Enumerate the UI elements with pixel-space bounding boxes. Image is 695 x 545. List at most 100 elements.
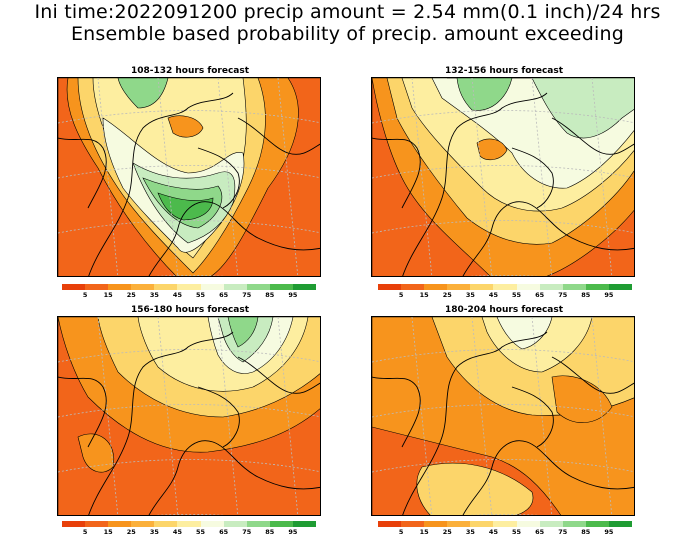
coastline-border [372,376,421,448]
colorbar-swatch [154,521,178,527]
longitude-gridline [157,317,179,515]
colorbar-swatch [62,284,86,290]
longitude-gridline [411,317,433,515]
colorbar-swatch [292,521,317,527]
colorbar-swatches [378,284,633,290]
forecast-map-2 [371,77,635,277]
coastline-border [88,331,234,515]
colorbar-tick-label: 95 [604,291,614,299]
colorbar-tick-label: 15 [419,528,429,536]
colorbar-swatch [401,284,425,290]
colorbar-swatch [223,284,247,290]
latitude-gridline [372,220,634,234]
latitude-gridline [58,459,320,473]
colorbar-swatch [292,284,317,290]
coastline-border [402,92,548,276]
coastline-border [511,386,554,448]
longitude-gridline [591,78,613,276]
colorbar-swatch [424,521,448,527]
colorbar-tick-label: 5 [398,528,404,536]
colorbar-tick-label: 75 [558,528,568,536]
coastline-border [237,356,320,394]
colorbar-tick-label: 65 [535,528,545,536]
longitude-gridline [471,317,493,515]
colorbar-swatch [154,284,178,290]
latitude-gridline [372,110,634,124]
colorbar-swatch [223,521,247,527]
colorbar-tick-label: 45 [488,528,498,536]
coastline-border [197,147,240,209]
latitude-gridline [372,165,634,179]
colorbar-tick-label: 25 [442,528,452,536]
probability-contour [416,462,534,515]
latitude-gridline [58,165,320,179]
panel-title-4: 180-204 hours forecast [444,305,564,315]
coastline-border [237,117,320,155]
colorbar-tick-label: 5 [82,291,88,299]
longitude-gridline [217,317,239,515]
coastline-border [148,201,320,276]
map-canvas-3 [58,317,320,515]
longitude-gridline [277,317,299,515]
colorbar-tick-label: 45 [488,291,498,299]
latitude-gridline [372,404,634,418]
figure-title-line2: Ensemble based probability of precip. am… [70,23,625,45]
latitude-gridline [372,349,634,363]
colorbar-tick-label: 65 [219,291,229,299]
longitude-gridline [591,317,613,515]
colorbar-swatch [539,521,563,527]
probability-contour [157,192,214,221]
colorbar-tick-label: 85 [581,291,591,299]
longitude-gridline [217,78,239,276]
colorbar-1: 5 15 25 35 45 55 65 75 85 95 [62,284,317,300]
colorbar-tick-label: 15 [419,291,429,299]
colorbar-tick-label: 55 [512,291,522,299]
latitude-gridline [58,404,320,418]
coastline-border [462,440,634,515]
longitude-gridline [277,78,299,276]
longitude-gridline [531,78,553,276]
colorbar-tick-label: 65 [535,291,545,299]
colorbar-tick-label: 85 [265,291,275,299]
forecast-map-3 [57,316,321,516]
latitude-gridline [58,110,320,124]
coastline-border [197,386,240,448]
colorbar-tick-label: 85 [265,528,275,536]
longitude-gridline [531,317,553,515]
colorbar-2: 5 15 25 35 45 55 65 75 85 95 [378,284,633,300]
probability-contour [167,115,204,138]
longitude-gridline [157,78,179,276]
colorbar-swatch [585,284,609,290]
colorbar-tick-label: 65 [219,528,229,536]
colorbar-swatch [447,521,471,527]
probability-contour [476,138,508,161]
colorbar-tick-label: 55 [196,528,206,536]
colorbar-swatch [200,284,224,290]
colorbar-swatch [447,284,471,290]
coastline-border [551,117,634,155]
probability-contour [496,317,553,350]
colorbar-swatch [177,284,201,290]
colorbar-swatch [177,521,201,527]
probability-contour [117,78,169,109]
map-canvas-4 [372,317,634,515]
colorbar-tick-label: 25 [442,291,452,299]
colorbar-tick-label: 45 [172,291,182,299]
colorbar-swatch [378,521,402,527]
colorbar-tick-label: 25 [126,528,136,536]
colorbar-tick-label: 95 [288,528,298,536]
colorbar-swatch [85,521,109,527]
forecast-map-4 [371,316,635,516]
colorbar-swatch [493,521,517,527]
colorbar-4: 5 15 25 35 45 55 65 75 85 95 [378,521,633,537]
coastline-border [58,376,107,448]
coastline-border [551,356,634,394]
map-canvas-1 [58,78,320,276]
colorbar-swatch [562,284,586,290]
colorbar-swatch [608,521,633,527]
longitude-gridline [97,317,119,515]
colorbar-swatch [269,284,293,290]
map-canvas-2 [372,78,634,276]
colorbar-swatch [516,521,540,527]
colorbar-swatch [470,521,494,527]
